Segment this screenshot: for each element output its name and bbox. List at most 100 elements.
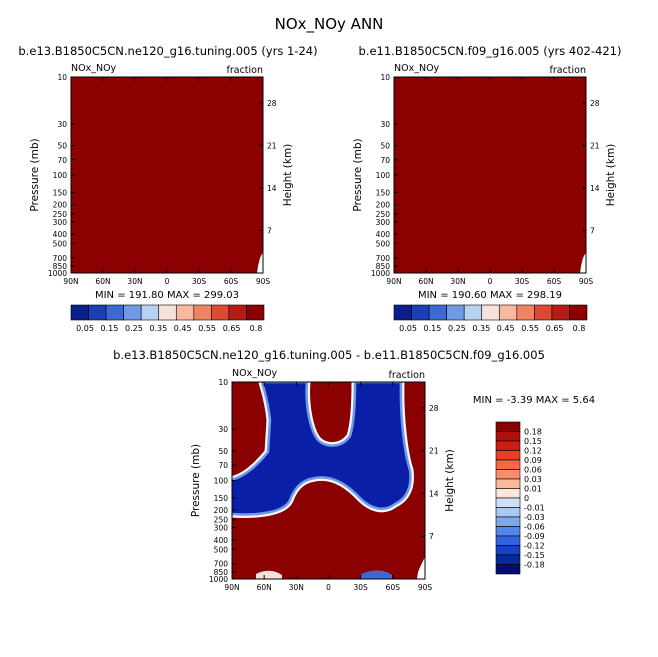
colorbar-label: 0.09 xyxy=(524,456,542,465)
y-tick-label: 100 xyxy=(214,477,229,486)
y-tick-label: 400 xyxy=(53,230,68,239)
colorbar-label: 0.8 xyxy=(573,324,586,333)
colorbar-label: 0.65 xyxy=(223,324,241,333)
panel-2: b.e11.B1850C5CN.f09_g16.005 (yrs 402-421… xyxy=(352,44,621,333)
y-tick-label: 250 xyxy=(53,210,68,219)
colorbar-box xyxy=(516,304,535,321)
panel-2-missing-corner xyxy=(580,252,586,273)
panel-3-field xyxy=(232,382,425,579)
y-tick-label: 10 xyxy=(57,73,67,82)
x-tick-label: 90N xyxy=(224,583,239,592)
colorbar-box xyxy=(495,497,521,508)
y-right-axis-title: Height (km) xyxy=(444,449,456,512)
colorbar-box xyxy=(428,304,447,321)
x-tick-label: 0 xyxy=(326,583,331,592)
y-tick-label: 50 xyxy=(218,447,228,456)
colorbar-box xyxy=(393,304,412,321)
y-tick-label: 150 xyxy=(214,494,229,503)
colorbar-box xyxy=(446,304,465,321)
y-tick-label: 150 xyxy=(376,188,391,197)
y-tick-label: 850 xyxy=(53,262,68,271)
x-tick-label: 60S xyxy=(224,277,239,286)
colorbar-label: 0.15 xyxy=(100,324,118,333)
panel-1-stats: MIN = 191.80 MAX = 299.03 xyxy=(95,290,239,301)
y-tick-label: 700 xyxy=(376,254,391,263)
y-tick-label: 500 xyxy=(214,545,229,554)
y-right-tick-label: 14 xyxy=(267,184,277,193)
colorbar-box xyxy=(534,304,553,321)
panel-3-surface-negative xyxy=(360,570,392,579)
colorbar-box xyxy=(551,304,570,321)
y-tick-label: 10 xyxy=(218,378,228,387)
panel-1-field xyxy=(71,77,263,273)
colorbar-box xyxy=(88,304,107,321)
y-right-tick-label: 14 xyxy=(429,489,439,498)
y-tick-label: 30 xyxy=(218,425,228,434)
y-tick-label: 30 xyxy=(380,120,390,129)
x-tick-label: 30S xyxy=(515,277,530,286)
colorbar-label: 0.15 xyxy=(524,437,542,446)
panel-1-axes: 90N 60N 30N 0 30S 60S 90S 10 30 50 70 100 150 2002503… xyxy=(29,73,294,286)
y-tick-label: 1000 xyxy=(371,269,390,278)
panel-1-left-label: NOx_NOy xyxy=(71,63,117,74)
colorbar-box xyxy=(498,304,518,321)
colorbar-box xyxy=(228,304,247,321)
colorbar-label: 0.05 xyxy=(76,324,94,333)
y-tick-label: 1000 xyxy=(48,269,67,278)
colorbar-label: 0.03 xyxy=(524,475,542,484)
colorbar-box xyxy=(495,535,521,546)
colorbar-label: 0.06 xyxy=(524,466,542,475)
colorbar-label: 0.55 xyxy=(521,324,539,333)
y-right-tick-label: 14 xyxy=(590,184,600,193)
y-tick-label: 70 xyxy=(218,461,228,470)
x-tick-label: 60S xyxy=(547,277,562,286)
panel-1: b.e13.B1850C5CN.ne120_g16.tuning.005 (yr… xyxy=(18,44,317,333)
panel-1-title: b.e13.B1850C5CN.ne120_g16.tuning.005 (yr… xyxy=(18,44,317,58)
y-right-tick-label: 7 xyxy=(429,532,434,541)
panel-1-missing-corner xyxy=(257,252,263,273)
colorbar-box xyxy=(495,554,521,565)
colorbar-box xyxy=(495,526,521,537)
panel-3-negative-region xyxy=(232,382,412,516)
colorbar-box xyxy=(481,304,500,321)
colorbar-label: 0.35 xyxy=(472,324,490,333)
x-tick-label: 60N xyxy=(95,277,110,286)
colorbar-box xyxy=(70,304,89,321)
colorbar-box xyxy=(495,459,521,470)
panel-1-right-label: fraction xyxy=(227,65,264,76)
y-axis-title: Pressure (mb) xyxy=(190,444,202,517)
x-tick-label: 30N xyxy=(127,277,142,286)
y-right-axis-title: Height (km) xyxy=(282,144,294,207)
colorbar-label: -0.12 xyxy=(524,542,545,551)
y-tick-label: 70 xyxy=(57,156,67,165)
colorbar-box xyxy=(495,488,521,499)
x-tick-label: 90S xyxy=(579,277,594,286)
y-tick-label: 200 xyxy=(53,201,68,210)
panel-1-colorbar: 0.05 0.15 0.25 0.35 0.45 0.55 0.65 0.8 xyxy=(70,304,265,333)
y-right-tick-label: 21 xyxy=(429,447,439,456)
colorbar-label: 0.25 xyxy=(448,324,466,333)
panel-3-axes: 90N 60N 30N 0 30S 60S 90S 10 30 50 70 100 150 2002503… xyxy=(190,378,456,592)
x-tick-label: 90S xyxy=(256,277,271,286)
colorbar-box xyxy=(193,304,212,321)
y-axis-title: Pressure (mb) xyxy=(29,138,41,211)
colorbar-label: 0.15 xyxy=(423,324,441,333)
y-right-tick-label: 28 xyxy=(267,99,277,108)
y-tick-label: 200 xyxy=(214,506,229,515)
panel-3-title: b.e13.B1850C5CN.ne120_g16.tuning.005 - b… xyxy=(113,348,545,362)
y-tick-label: 300 xyxy=(214,523,229,532)
x-tick-label: 30N xyxy=(450,277,465,286)
colorbar-box xyxy=(495,545,521,556)
x-tick-label: 60N xyxy=(418,277,433,286)
colorbar-box xyxy=(175,304,195,321)
panel-3-right-label: fraction xyxy=(389,370,426,381)
y-tick-label: 500 xyxy=(53,239,68,248)
y-tick-label: 30 xyxy=(57,120,67,129)
y-right-tick-label: 21 xyxy=(267,141,277,150)
colorbar-label: 0.12 xyxy=(524,447,542,456)
y-right-tick-label: 28 xyxy=(429,404,439,413)
y-tick-label: 400 xyxy=(214,536,229,545)
colorbar-box xyxy=(123,304,142,321)
colorbar-label: 0 xyxy=(524,494,529,503)
